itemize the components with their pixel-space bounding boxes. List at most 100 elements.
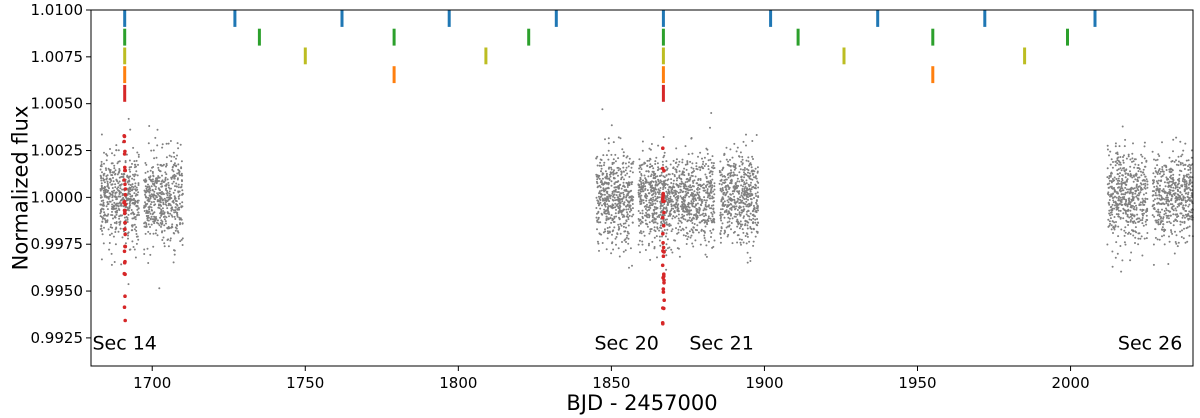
flux-point bbox=[1178, 198, 1181, 201]
flux-point bbox=[608, 166, 611, 169]
flux-point bbox=[150, 193, 153, 196]
flux-point bbox=[148, 208, 151, 211]
flux-point bbox=[117, 202, 120, 205]
flux-point bbox=[652, 180, 655, 183]
flux-point bbox=[666, 168, 669, 171]
flux-point bbox=[743, 194, 746, 197]
flux-point bbox=[132, 173, 134, 176]
flux-point bbox=[172, 200, 175, 203]
flux-point bbox=[1154, 175, 1157, 178]
flux-point bbox=[1114, 195, 1116, 198]
flux-point bbox=[657, 188, 660, 191]
flux-point bbox=[628, 266, 630, 269]
flux-point bbox=[721, 213, 724, 216]
flux-point bbox=[1156, 197, 1159, 200]
flux-point bbox=[1184, 196, 1186, 199]
flux-point bbox=[1156, 181, 1159, 184]
flux-point bbox=[175, 227, 178, 230]
flux-point bbox=[1159, 217, 1162, 220]
flux-point bbox=[704, 189, 706, 192]
flux-point bbox=[1128, 200, 1131, 203]
flux-point bbox=[162, 163, 165, 166]
flux-point bbox=[723, 200, 726, 203]
flux-point bbox=[1113, 207, 1116, 210]
flux-point bbox=[1137, 164, 1140, 166]
flux-point bbox=[1165, 202, 1168, 205]
transit-point bbox=[661, 223, 666, 228]
flux-point bbox=[600, 179, 603, 182]
flux-point bbox=[1127, 188, 1130, 191]
flux-point bbox=[755, 202, 758, 205]
flux-point bbox=[609, 197, 612, 200]
flux-point bbox=[129, 186, 132, 189]
flux-point bbox=[1109, 214, 1112, 217]
flux-point bbox=[720, 178, 723, 181]
flux-point bbox=[628, 200, 631, 203]
flux-point bbox=[1170, 170, 1173, 173]
flux-point bbox=[689, 184, 692, 187]
flux-point bbox=[1160, 220, 1163, 222]
flux-point bbox=[167, 204, 170, 207]
flux-point bbox=[694, 193, 697, 196]
flux-point bbox=[642, 179, 644, 182]
flux-point bbox=[671, 217, 674, 220]
flux-point bbox=[115, 207, 118, 210]
flux-point bbox=[663, 203, 666, 205]
flux-point bbox=[676, 197, 679, 200]
flux-point bbox=[110, 252, 113, 255]
flux-point bbox=[1172, 189, 1175, 192]
flux-point bbox=[738, 190, 741, 193]
flux-point bbox=[686, 188, 689, 191]
flux-point bbox=[169, 212, 172, 215]
flux-point bbox=[630, 181, 633, 184]
flux-point bbox=[161, 174, 163, 177]
flux-point bbox=[1116, 205, 1119, 207]
flux-point bbox=[1119, 190, 1122, 193]
flux-point bbox=[1182, 149, 1185, 152]
flux-point bbox=[104, 190, 107, 193]
flux-point bbox=[757, 205, 759, 208]
flux-point bbox=[1183, 178, 1186, 181]
flux-point bbox=[736, 241, 739, 244]
flux-point bbox=[631, 171, 634, 174]
flux-point bbox=[703, 156, 706, 159]
flux-point bbox=[1141, 212, 1144, 215]
flux-point bbox=[639, 166, 642, 169]
flux-point bbox=[172, 151, 175, 154]
flux-point bbox=[120, 173, 123, 175]
flux-point bbox=[1109, 150, 1112, 153]
flux-point bbox=[595, 157, 598, 160]
flux-point bbox=[1167, 209, 1170, 212]
flux-point bbox=[756, 218, 759, 220]
flux-point bbox=[120, 175, 123, 178]
flux-point bbox=[1185, 180, 1188, 183]
flux-point bbox=[114, 243, 117, 246]
flux-point bbox=[114, 231, 117, 233]
flux-point bbox=[100, 186, 103, 189]
flux-point bbox=[720, 190, 723, 193]
flux-point bbox=[1119, 172, 1121, 175]
flux-point bbox=[127, 234, 129, 237]
flux-point bbox=[693, 179, 696, 182]
flux-point bbox=[700, 229, 703, 232]
flux-point bbox=[695, 209, 698, 212]
flux-point bbox=[1176, 186, 1179, 189]
flux-point bbox=[148, 210, 151, 213]
flux-point bbox=[1125, 198, 1127, 201]
flux-point bbox=[111, 194, 114, 197]
flux-point bbox=[632, 160, 635, 163]
flux-point bbox=[608, 213, 611, 216]
flux-point bbox=[1188, 210, 1191, 213]
flux-point bbox=[147, 183, 149, 186]
flux-point bbox=[1139, 203, 1142, 206]
flux-point bbox=[741, 209, 744, 212]
flux-point bbox=[707, 159, 710, 162]
flux-point bbox=[612, 158, 615, 161]
flux-point bbox=[158, 188, 161, 191]
flux-point bbox=[661, 160, 664, 163]
flux-point bbox=[1110, 187, 1113, 190]
flux-point bbox=[1108, 199, 1111, 201]
flux-point bbox=[133, 160, 136, 163]
flux-point bbox=[703, 237, 706, 239]
flux-point bbox=[1160, 216, 1163, 219]
